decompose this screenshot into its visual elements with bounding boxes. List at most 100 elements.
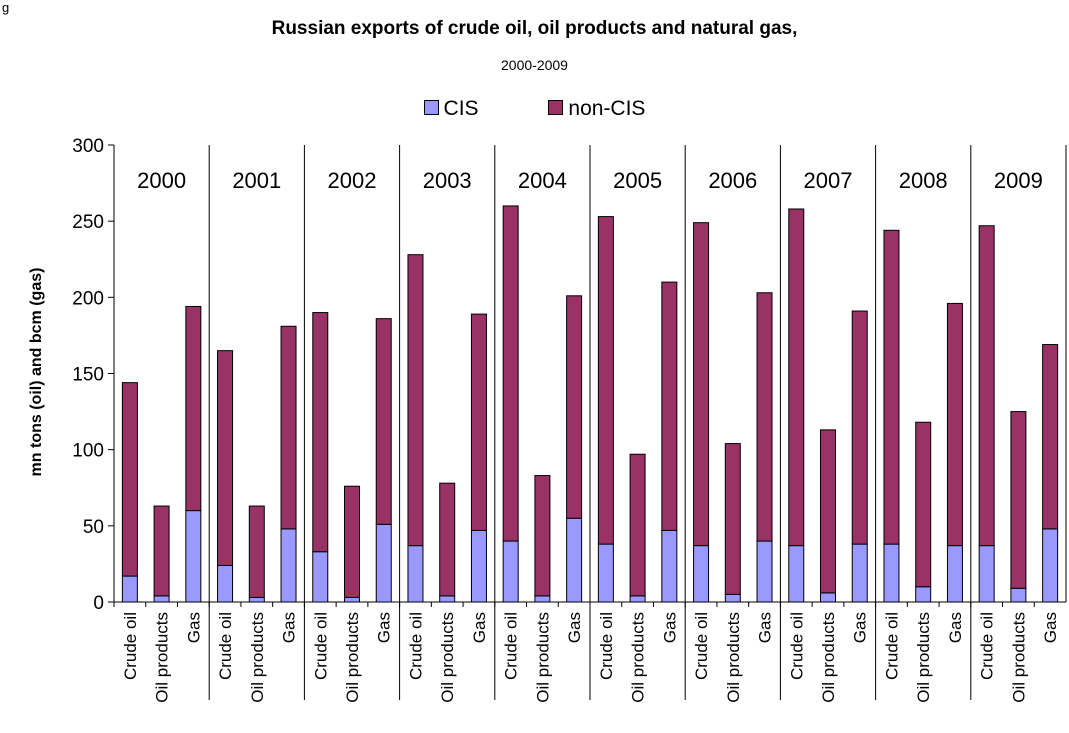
bar-segment-non-cis: [470, 313, 487, 531]
figure-label: g: [2, 0, 10, 15]
x-category-label: Oil products: [914, 612, 933, 703]
x-category-label: Oil products: [153, 612, 172, 703]
bar-segment-cis: [248, 596, 265, 603]
bar-segment-non-cis: [121, 382, 138, 577]
bar-segment-cis: [883, 543, 900, 603]
bar-segment-cis: [788, 545, 805, 603]
bar-segment-non-cis: [153, 505, 170, 597]
bar-segment-non-cis: [756, 292, 773, 542]
bar-segment-cis: [375, 523, 392, 603]
bar-segment-non-cis: [883, 229, 900, 545]
y-tick-label: 300: [72, 136, 104, 157]
bar-segment-cis: [756, 540, 773, 603]
bar-segment-cis: [217, 564, 234, 603]
y-tick-label: 200: [72, 288, 104, 309]
x-category-label: Gas: [756, 612, 775, 643]
bar-segment-cis: [185, 510, 202, 603]
bar-segment-non-cis: [661, 281, 678, 531]
bar-segment-non-cis: [407, 254, 424, 547]
bar-segment-cis: [439, 595, 456, 603]
legend: CIS non-CIS: [0, 97, 1069, 121]
y-tick-label: 250: [72, 212, 104, 233]
bar-segment-non-cis: [502, 205, 519, 542]
x-category-label: Crude oil: [502, 612, 521, 680]
x-category-label: Crude oil: [406, 612, 425, 680]
group-label-year: 2002: [328, 168, 377, 193]
bar-segment-non-cis: [312, 312, 329, 553]
group-label-year: 2001: [232, 168, 281, 193]
legend-item-cis: CIS: [423, 97, 479, 121]
bar-segment-non-cis: [248, 505, 265, 598]
bar-segment-cis: [978, 545, 995, 603]
group-label-year: 2003: [423, 168, 472, 193]
x-category-label: Crude oil: [597, 612, 616, 680]
bar-segment-non-cis: [820, 429, 836, 594]
x-category-label: Gas: [184, 612, 203, 643]
bar-segment-cis: [724, 593, 741, 603]
x-category-label: Crude oil: [692, 612, 711, 680]
x-category-label: Crude oil: [121, 612, 140, 680]
bar-segment-non-cis: [217, 350, 234, 566]
bar-segment-non-cis: [185, 305, 202, 512]
group-label-year: 2004: [518, 168, 567, 193]
x-category-label: Oil products: [533, 612, 552, 703]
bar-segment-cis: [121, 575, 138, 603]
x-category-label: Oil products: [1009, 612, 1028, 703]
bar-segment-cis: [534, 595, 551, 603]
x-category-label: Gas: [1041, 612, 1060, 643]
bar-segment-cis: [693, 545, 710, 603]
legend-swatch-cis: [423, 100, 439, 115]
x-category-label: Gas: [280, 612, 299, 643]
bar-segment-cis: [629, 595, 646, 603]
chart-title: Russian exports of crude oil, oil produc…: [271, 18, 798, 39]
bar-segment-cis: [851, 543, 868, 603]
bar-segment-non-cis: [1010, 411, 1027, 589]
bar-segment-non-cis: [946, 302, 963, 547]
legend-swatch-non-cis: [548, 100, 564, 115]
bar-segment-cis: [153, 595, 170, 603]
bar-segment-cis: [312, 551, 329, 603]
bar-segment-cis: [820, 592, 836, 603]
x-category-label: Oil products: [819, 612, 838, 703]
y-tick-label: 150: [72, 365, 104, 386]
x-category-label: Crude oil: [311, 612, 330, 680]
x-category-label: Gas: [565, 612, 584, 643]
bar-segment-cis: [1042, 528, 1059, 603]
bar-segment-non-cis: [280, 325, 297, 530]
legend-item-non-cis: non-CIS: [548, 97, 645, 121]
chart-subtitle: 2000-2009: [501, 57, 568, 73]
bar-segment-non-cis: [978, 225, 995, 547]
bar-segment-cis: [280, 528, 297, 603]
bar-segment-non-cis: [344, 485, 360, 598]
bar-segment-non-cis: [1042, 344, 1059, 530]
bar-segment-cis: [661, 529, 678, 603]
y-tick-label: 100: [72, 441, 104, 462]
bar-segment-non-cis: [375, 318, 392, 525]
group-label-year: 2009: [994, 168, 1043, 193]
x-category-label: Gas: [851, 612, 870, 643]
legend-label-non-cis: non-CIS: [568, 97, 646, 120]
x-category-label: Gas: [375, 612, 394, 643]
bar-segment-cis: [946, 545, 963, 603]
bar-segment-non-cis: [629, 453, 646, 597]
x-category-label: Crude oil: [882, 612, 901, 680]
group-label-year: 2008: [899, 168, 948, 193]
group-label-year: 2007: [804, 168, 853, 193]
x-category-label: Oil products: [438, 612, 457, 703]
bar-segment-non-cis: [915, 421, 932, 588]
group-label-year: 2006: [708, 168, 757, 193]
x-category-label: Oil products: [629, 612, 648, 703]
bar-segment-cis: [407, 545, 424, 603]
bar-segment-cis: [1010, 587, 1027, 603]
group-label-year: 2005: [613, 168, 662, 193]
bar-segment-cis: [470, 529, 487, 603]
x-category-label: Crude oil: [978, 612, 997, 680]
x-category-label: Crude oil: [787, 612, 806, 680]
x-category-label: Crude oil: [216, 612, 235, 680]
bar-segment-non-cis: [851, 310, 868, 545]
y-tick-label: 50: [83, 517, 104, 538]
y-tick-label: 0: [93, 593, 104, 614]
group-label-year: 2000: [137, 168, 186, 193]
bar-segment-non-cis: [534, 475, 551, 597]
